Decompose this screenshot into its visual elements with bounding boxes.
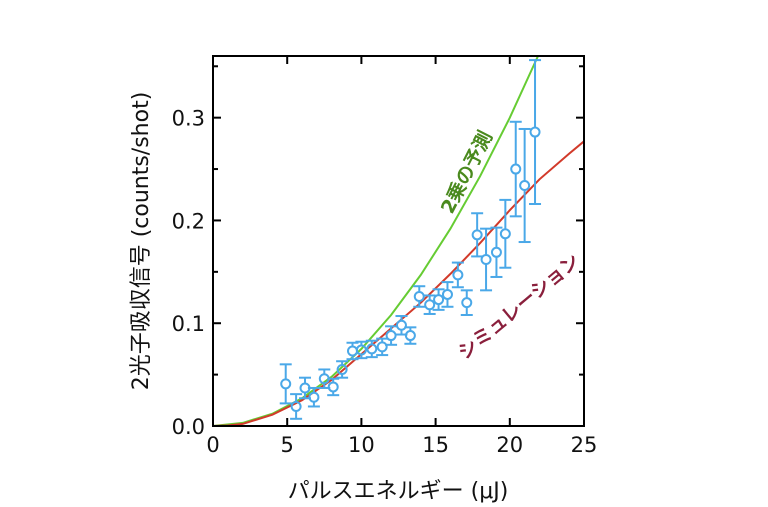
x-tick-label: 25 [571, 433, 598, 457]
y-tick-label: 0.0 [172, 415, 205, 439]
data-point [404, 326, 417, 345]
quadratic-label: 2乗の予測 [436, 127, 497, 217]
x-tick-label: 5 [281, 433, 294, 457]
data-point [346, 341, 359, 361]
data-point [451, 261, 464, 289]
data-marker [499, 228, 511, 240]
data-point [355, 340, 368, 360]
y-tick-label: 0.2 [172, 209, 205, 233]
data-point [460, 289, 473, 316]
plot-area [212, 55, 585, 427]
x-tick-label: 15 [422, 433, 449, 457]
data-point [480, 227, 493, 292]
data-point [307, 386, 320, 408]
quadratic-prediction-curve [212, 55, 539, 427]
data-marker [385, 330, 397, 342]
data-point [336, 360, 349, 379]
axis-ticks: 0 5 10 15 20 25 0.0 0.1 0.2 0.3 [172, 56, 598, 457]
data-marker [471, 229, 483, 241]
data-point [395, 315, 408, 336]
data-marker [461, 297, 473, 309]
data-marker [424, 299, 436, 311]
x-tick-label: 20 [496, 433, 523, 457]
data-point [279, 363, 292, 405]
data-point [499, 198, 512, 269]
data-marker [404, 330, 416, 342]
x-tick-label: 0 [206, 433, 219, 457]
data-marker [327, 381, 339, 393]
data-point [376, 337, 389, 357]
data-marker [452, 269, 464, 281]
data-marker [480, 254, 492, 265]
x-tick-label: 10 [348, 433, 375, 457]
data-point [490, 226, 503, 278]
data-point [413, 285, 426, 308]
data-point [432, 288, 445, 311]
plot-frame [212, 55, 585, 427]
data-marker [395, 319, 407, 331]
data-marker [433, 294, 445, 306]
data-point [423, 294, 436, 315]
data-marker [376, 341, 388, 353]
data-marker [441, 288, 453, 300]
data-marker [519, 180, 531, 191]
data-point [471, 212, 484, 258]
data-marker [290, 400, 302, 412]
data-point [327, 377, 340, 397]
x-axis-label: パルスエネルギー (μJ) [288, 479, 509, 504]
simulation-label: シミュレーション [454, 250, 584, 364]
data-point [509, 120, 522, 218]
y-axis-label: 2光子吸収信号 (counts/shot) [129, 92, 154, 391]
data-marker [529, 126, 541, 138]
data-point [385, 325, 398, 346]
data-marker [355, 344, 367, 356]
data-marker [280, 378, 292, 390]
data-point [290, 393, 303, 420]
y-tick-label: 0.1 [172, 312, 205, 336]
data-marker [366, 343, 378, 355]
data-marker [510, 163, 522, 175]
data-point [518, 127, 531, 244]
data-marker [413, 291, 425, 302]
data-marker [308, 391, 320, 403]
data-marker [490, 246, 502, 258]
data-point [365, 339, 378, 359]
data-point [529, 59, 542, 205]
data-point [441, 281, 454, 308]
y-tick-label: 0.3 [172, 107, 205, 131]
data-marker [346, 345, 358, 357]
data-marker [336, 363, 348, 375]
